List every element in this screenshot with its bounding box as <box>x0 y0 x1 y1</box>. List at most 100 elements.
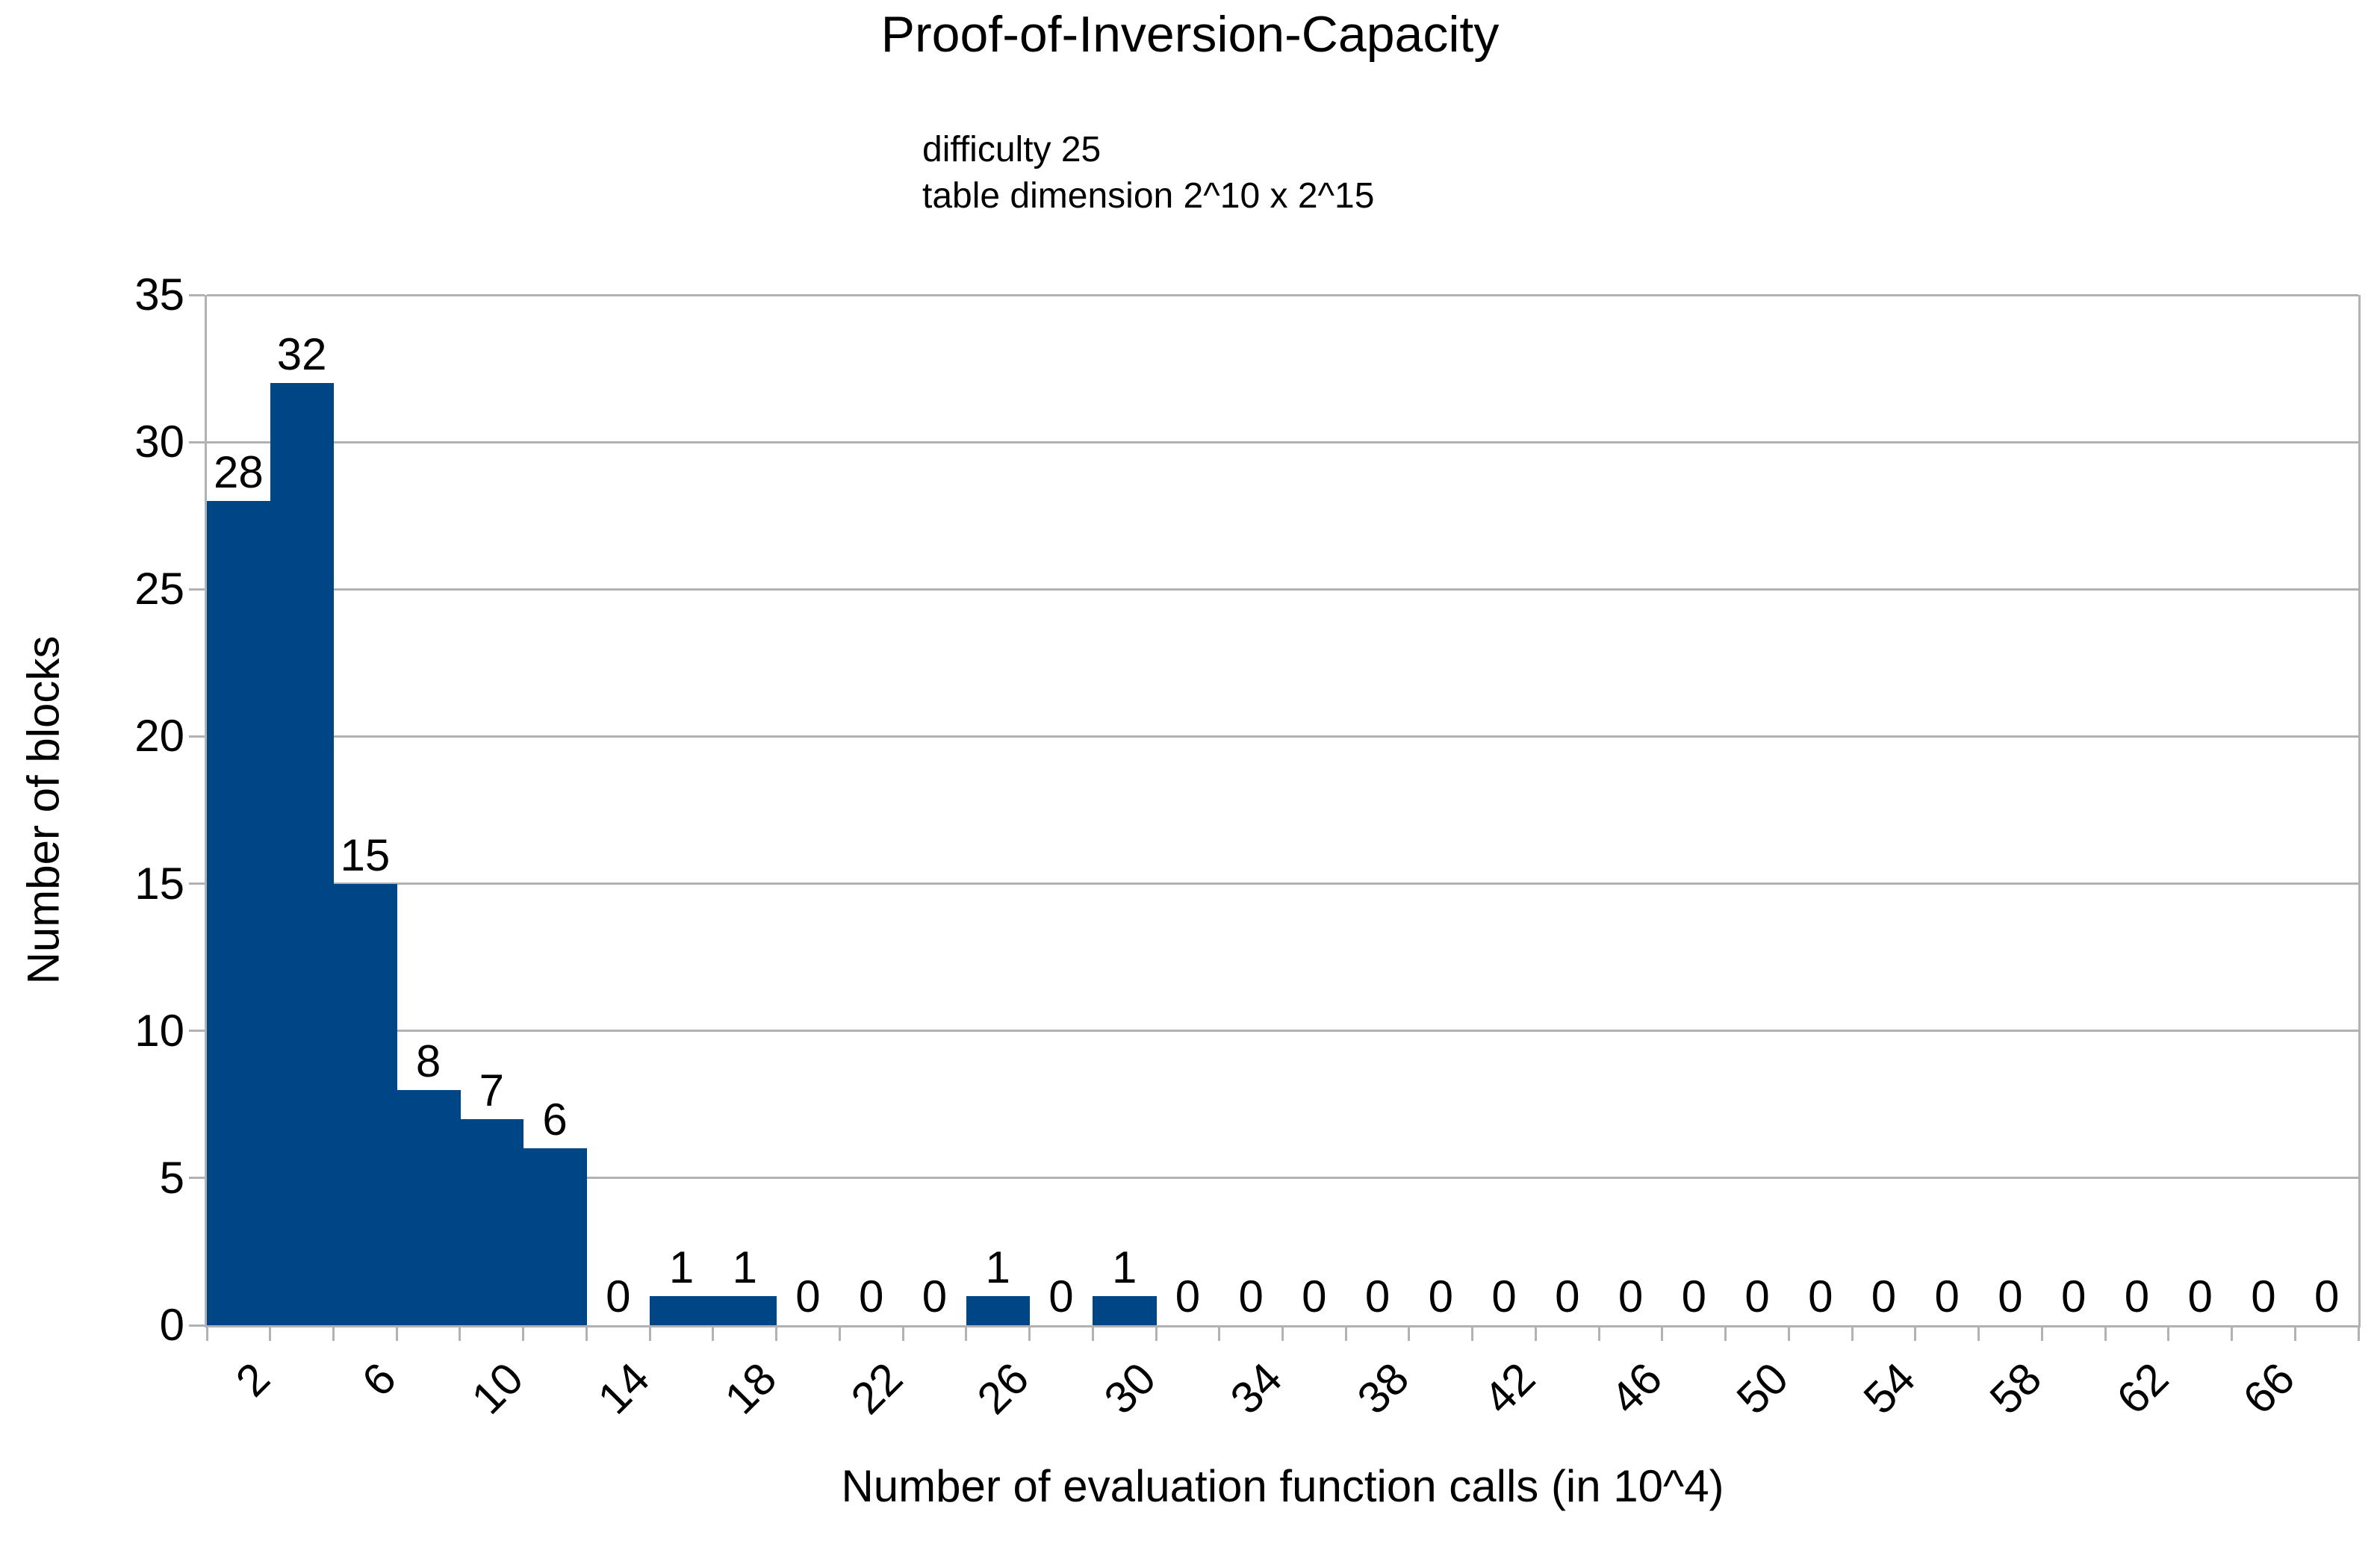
data-label: 0 <box>2187 1271 2213 1321</box>
x-tick <box>1471 1325 1474 1341</box>
y-gridline <box>207 293 2358 296</box>
x-tick-label: 42 <box>1474 1353 1545 1424</box>
x-tick-label: 14 <box>588 1353 659 1424</box>
x-tick <box>1408 1325 1411 1341</box>
y-tick <box>189 588 205 591</box>
plot-area: 0 5 10 15 20 25 30 35 28 32 15 8 7 6 0 1 1 0 0 0 1 0 1 0 0 0 0 0 0 0 0… <box>134 273 2361 1424</box>
x-tick <box>1914 1325 1917 1341</box>
y-tick <box>189 882 205 885</box>
y-tick <box>189 1030 205 1033</box>
data-label: 1 <box>985 1242 1010 1292</box>
data-label: 0 <box>859 1271 884 1321</box>
data-label: 7 <box>479 1065 504 1115</box>
chart-subtitle: difficulty 25 table dimension 2^10 x 2^1… <box>922 127 1374 220</box>
y-tick <box>189 735 205 738</box>
data-label: 0 <box>1175 1271 1201 1321</box>
bar <box>397 1089 461 1325</box>
data-label: 0 <box>1491 1271 1517 1321</box>
x-tick <box>1091 1325 1094 1341</box>
x-tick <box>1534 1325 1537 1341</box>
y-gridline <box>207 1030 2358 1033</box>
bar <box>1093 1295 1157 1325</box>
y-tick <box>189 1324 205 1327</box>
x-tick <box>1597 1325 1600 1341</box>
data-label: 15 <box>340 829 391 880</box>
x-tick <box>1977 1325 1980 1341</box>
data-label: 1 <box>732 1242 757 1292</box>
data-label: 28 <box>213 447 264 497</box>
chart-subtitle-line-2: table dimension 2^10 x 2^15 <box>922 176 1375 216</box>
x-tick-label: 18 <box>715 1353 786 1424</box>
x-tick-label: 50 <box>1727 1353 1798 1424</box>
x-tick <box>2231 1325 2234 1341</box>
x-tick <box>1155 1325 1158 1341</box>
x-tick <box>2293 1325 2296 1341</box>
bar <box>712 1295 777 1325</box>
x-tick <box>395 1325 398 1341</box>
chart-subtitle-line-1: difficulty 25 <box>922 130 1102 169</box>
data-label: 1 <box>1111 1242 1137 1292</box>
y-tick <box>189 440 205 443</box>
bar <box>207 501 271 1325</box>
data-label: 0 <box>2061 1271 2087 1321</box>
x-tick-label: 26 <box>968 1353 1039 1424</box>
x-tick <box>1851 1325 1854 1341</box>
x-tick-label: 38 <box>1347 1353 1419 1424</box>
y-tick <box>189 293 205 296</box>
data-label: 0 <box>922 1271 948 1321</box>
y-gridline <box>207 882 2358 885</box>
y-tick <box>189 1177 205 1180</box>
x-tick <box>775 1325 778 1341</box>
x-tick <box>1281 1325 1284 1341</box>
data-label: 32 <box>276 329 327 380</box>
data-label: 0 <box>606 1271 631 1321</box>
bar <box>333 883 397 1325</box>
x-tick <box>965 1325 968 1341</box>
y-tick-label: 20 <box>134 711 184 762</box>
x-tick <box>1218 1325 1221 1341</box>
chart-title: Proof-of-Inversion-Capacity <box>880 6 1500 63</box>
x-tick <box>585 1325 588 1341</box>
data-label: 0 <box>1555 1271 1580 1321</box>
x-tick <box>2040 1325 2043 1341</box>
y-tick-label: 15 <box>134 858 184 909</box>
bar <box>459 1119 524 1325</box>
y-gridline <box>207 1177 2358 1180</box>
x-tick <box>1028 1325 1031 1341</box>
x-tick <box>1724 1325 1727 1341</box>
bar <box>650 1295 714 1325</box>
bar <box>966 1295 1031 1325</box>
data-label: 0 <box>1302 1271 1327 1321</box>
x-tick <box>332 1325 335 1341</box>
x-tick-label: 30 <box>1094 1353 1166 1424</box>
x-tick-label: 46 <box>1600 1353 1672 1424</box>
data-label: 0 <box>1364 1271 1391 1321</box>
x-tick <box>838 1325 841 1341</box>
y-tick-label: 5 <box>159 1152 184 1203</box>
y-tick-label: 10 <box>134 1005 184 1056</box>
data-label: 8 <box>415 1036 441 1086</box>
x-tick-label: 34 <box>1221 1353 1292 1424</box>
x-tick <box>522 1325 525 1341</box>
data-label: 0 <box>795 1271 821 1321</box>
x-tick-label: 2 <box>226 1353 279 1407</box>
data-label: 0 <box>1871 1271 1897 1321</box>
data-label: 0 <box>1618 1271 1644 1321</box>
data-label: 1 <box>668 1242 695 1292</box>
y-gridline <box>207 440 2358 443</box>
data-label: 0 <box>1681 1271 1706 1321</box>
y-tick-label: 35 <box>134 270 184 320</box>
data-label: 0 <box>1808 1271 1833 1321</box>
x-tick-label: 62 <box>2107 1353 2178 1424</box>
data-label: 0 <box>1934 1271 1960 1321</box>
x-tick <box>901 1325 904 1341</box>
data-label: 0 <box>1744 1271 1770 1321</box>
data-label: 0 <box>2251 1271 2276 1321</box>
x-tick-label: 58 <box>1980 1353 2051 1424</box>
x-tick <box>269 1325 272 1341</box>
x-tick <box>2167 1325 2170 1341</box>
x-axis-title: Number of evaluation function calls (in … <box>841 1461 1724 1511</box>
y-axis-title: Number of blocks <box>18 635 69 985</box>
data-label: 0 <box>2314 1271 2340 1321</box>
x-tick-label: 66 <box>2233 1353 2305 1424</box>
